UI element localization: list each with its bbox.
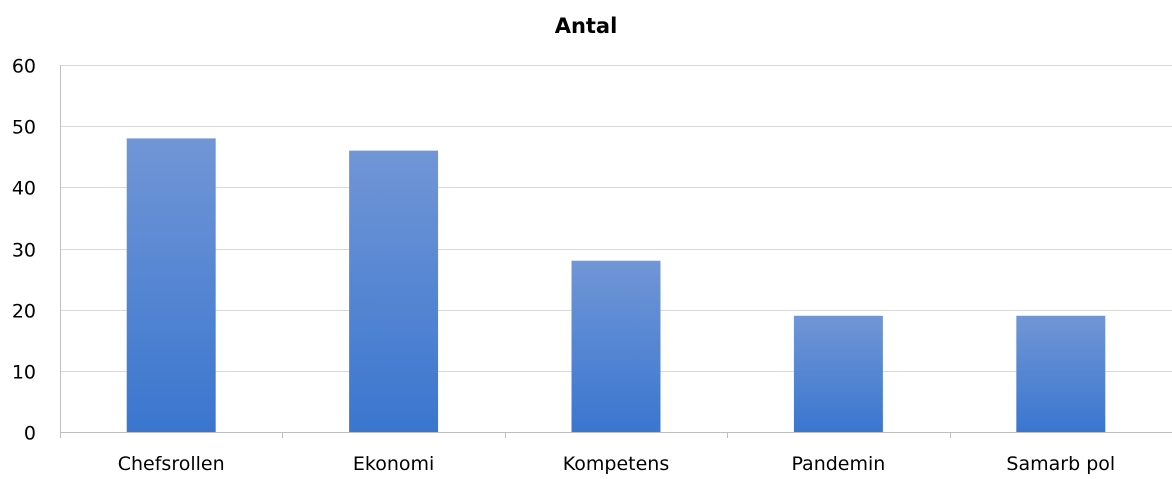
y-tick-label: 30 <box>12 240 36 262</box>
bar-samarb-pol <box>1016 315 1106 432</box>
x-tick-label: Chefsrollen <box>118 453 225 474</box>
y-tick-label: 0 <box>24 423 36 445</box>
x-tick-label: Samarb pol <box>1006 453 1115 474</box>
y-tick-label: 40 <box>12 178 36 200</box>
y-tick-label: 10 <box>12 362 36 384</box>
y-tick-label: 60 <box>12 56 36 78</box>
bar-kompetens <box>571 260 661 432</box>
bar-pandemin <box>793 315 883 432</box>
x-tick-label: Ekonomi <box>353 453 434 474</box>
y-tick-label: 20 <box>12 301 36 323</box>
chart-title: Antal <box>554 14 618 38</box>
x-tick-label: Pandemin <box>791 453 885 474</box>
bar-ekonomi <box>349 150 439 432</box>
y-tick-label: 50 <box>12 117 36 139</box>
bar-chefsrollen <box>126 138 216 432</box>
x-tick-label: Kompetens <box>563 453 669 474</box>
